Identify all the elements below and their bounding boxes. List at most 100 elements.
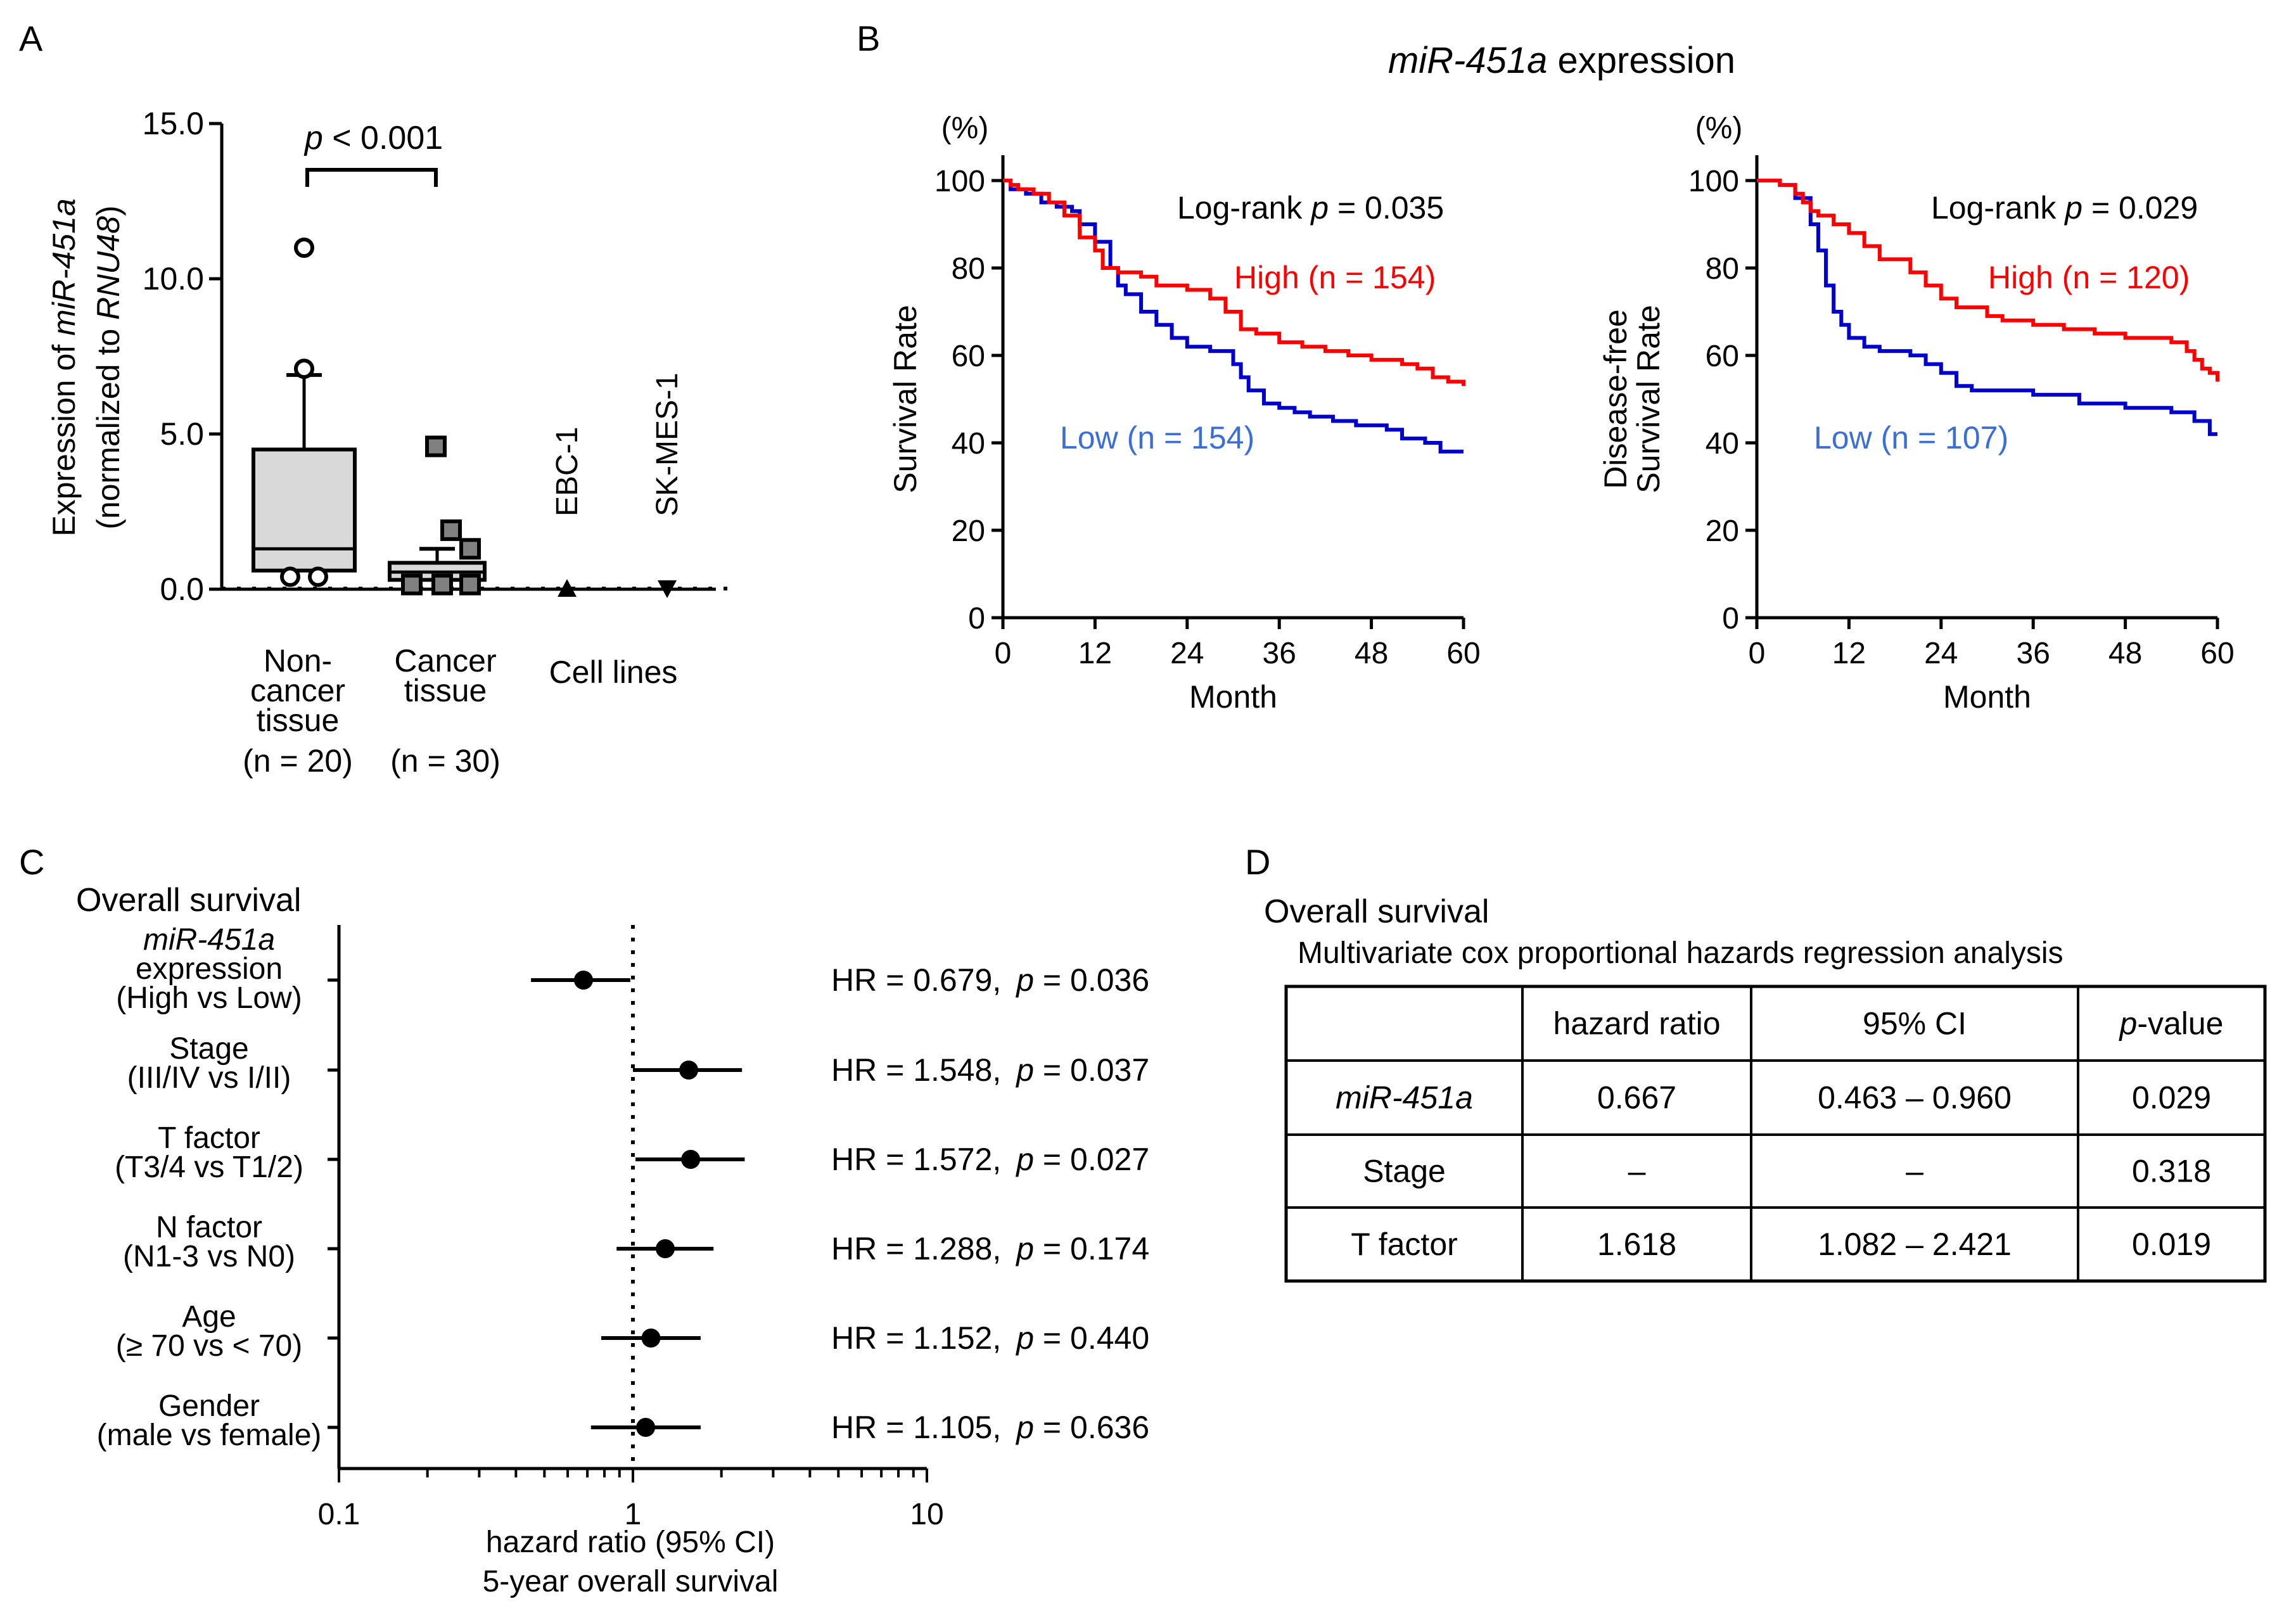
km-y-label: Survival Rate xyxy=(888,305,923,493)
km-high-label: High (n = 120) xyxy=(1988,260,2190,295)
forest-x-tick-label: 0.1 xyxy=(318,1498,360,1531)
panel-label-c: C xyxy=(19,842,44,882)
text-span: Log-rank xyxy=(1931,190,2065,226)
forest-row-label-line: (T3/4 vs T1/2) xyxy=(115,1151,303,1184)
text-span: = 0.035 xyxy=(1329,190,1444,226)
forest-row-label-line: N factor xyxy=(156,1211,262,1244)
panel-c-x-label-1: hazard ratio (95% CI) xyxy=(486,1526,775,1559)
text-span: p xyxy=(2063,190,2082,226)
table-cell-p: 0.029 xyxy=(2132,1080,2211,1116)
table-cell-p: 0.019 xyxy=(2132,1227,2211,1262)
km-y-tick-label: 20 xyxy=(952,514,985,548)
text-span: HR = xyxy=(831,1142,913,1177)
y-tick-label: 15.0 xyxy=(143,106,204,141)
km-y-label-line: Disease-free xyxy=(1598,309,1633,488)
text-span: p xyxy=(2119,1006,2138,1042)
outlier-point xyxy=(425,435,447,457)
km-x-tick-label: 60 xyxy=(2200,637,2234,670)
km-high-label: High (n = 154) xyxy=(1234,260,1436,295)
km-y-tick-label: 60 xyxy=(952,340,985,373)
panel-a-significance: p < 0.001 xyxy=(303,120,443,187)
text-span: HR = xyxy=(831,1231,913,1266)
forest-hr-text: HR = 1.105, p = 0.636 xyxy=(831,1410,1149,1445)
km-curve-low xyxy=(1757,179,2217,437)
km-plot-disease-free: (%) 0 20 40 60 80 100 0 12 24 36 48 60 Month Disease-f… xyxy=(1598,112,2235,715)
km-y-tick-label: 60 xyxy=(1706,340,1739,373)
km-x-tick-label: 12 xyxy=(1078,637,1112,670)
forest-row-label-line: (N1-3 vs N0) xyxy=(123,1240,295,1273)
km-x-label: Month xyxy=(1189,679,1277,715)
table-row-name: T factor xyxy=(1351,1227,1458,1262)
cox-table: hazard ratio 95% CI p-value miR-451a 0.667 0.… xyxy=(1284,985,2267,1283)
panel-a-cell-lines: EBC-1 SK-MES-1 xyxy=(551,373,684,598)
outlier-point xyxy=(431,573,453,596)
text-span: p xyxy=(1310,190,1329,226)
outlier-point xyxy=(308,566,328,587)
forest-row-label-line: expression xyxy=(136,952,283,986)
panel-a-cell-lines-label: Cell lines xyxy=(549,654,678,690)
text-span: 0.679, xyxy=(913,962,1001,998)
text-span: 1.152, xyxy=(913,1320,1001,1356)
km-y-label-line: Survival Rate xyxy=(1631,305,1666,493)
forest-hr-text: HR = 1.572, p = 0.027 xyxy=(831,1142,1149,1177)
cell-line-marker xyxy=(558,579,577,597)
text-span: HR = xyxy=(831,1410,913,1445)
km-x-tick-label: 36 xyxy=(2017,637,2050,670)
text-span: HR = xyxy=(831,1052,913,1088)
forest-point xyxy=(636,1418,656,1437)
km-x-tick-label: 48 xyxy=(1355,637,1388,670)
svg-text:p < 0.001: p < 0.001 xyxy=(303,120,443,156)
km-x-tick-label: 24 xyxy=(1170,637,1204,670)
forest-row-label-line: T factor xyxy=(158,1121,260,1155)
table-cell-hr: 1.618 xyxy=(1597,1227,1676,1262)
text-span: p xyxy=(1015,1142,1034,1177)
text-span: Log-rank xyxy=(1177,190,1311,226)
km-y-tick-label: 100 xyxy=(934,165,985,198)
table-header-hr: hazard ratio xyxy=(1553,1006,1720,1042)
km-y-tick-label: 20 xyxy=(1706,514,1739,548)
forest-point xyxy=(573,971,593,990)
cell-line-marker xyxy=(658,580,677,598)
outlier-point xyxy=(401,573,423,596)
outlier-point xyxy=(459,573,481,596)
outlier-point xyxy=(294,359,314,379)
panel-c-forest: Overall survival 0.1 1 10 miR-451aexpressio… xyxy=(76,882,1149,1598)
text-span: 1.288, xyxy=(913,1231,1001,1266)
text-span: 1.105, xyxy=(913,1410,1001,1445)
text-span: 1.572, xyxy=(913,1142,1001,1177)
text-span: p xyxy=(1015,1052,1034,1088)
box-iqr xyxy=(252,447,357,573)
forest-point xyxy=(641,1329,661,1348)
group-n-label: (n = 30) xyxy=(390,743,501,779)
km-curve-high xyxy=(1757,179,2219,382)
forest-point xyxy=(656,1239,675,1258)
forest-hr-text: HR = 1.548, p = 0.037 xyxy=(831,1052,1149,1088)
panel-b-km: miR-451a expression (%) 0 20 40 60 80 100 0 12 24… xyxy=(888,40,2235,715)
outlier-point xyxy=(280,566,300,587)
km-logrank-label: Log-rank p = 0.035 xyxy=(1177,190,1444,226)
text-span: HR = xyxy=(831,962,913,998)
km-y-tick-label: 40 xyxy=(1706,427,1739,461)
km-x-tick-label: 36 xyxy=(1263,637,1296,670)
panel-c-title: Overall survival xyxy=(76,882,301,919)
table-row-name: miR-451a xyxy=(1336,1080,1473,1116)
text-span: p xyxy=(1015,1231,1034,1266)
km-y-tick-label: 100 xyxy=(1688,165,1739,198)
forest-row-label-line: Gender xyxy=(158,1389,260,1423)
panel-label-d: D xyxy=(1245,842,1270,882)
text-span: = 0.636 xyxy=(1034,1410,1149,1445)
km-x-tick-label: 24 xyxy=(1924,637,1958,670)
forest-hr-text: HR = 0.679, p = 0.036 xyxy=(831,962,1149,998)
km-x-tick-label: 0 xyxy=(995,637,1012,670)
forest-row-label-line: (High vs Low) xyxy=(116,981,302,1015)
forest-point xyxy=(681,1150,701,1169)
text-span: = 0.029 xyxy=(2082,190,2198,226)
group-label-line: Non- xyxy=(264,643,332,679)
km-y-tick-label: 0 xyxy=(1722,602,1739,635)
km-curve-low xyxy=(1003,179,1464,454)
table-cell-p: 0.318 xyxy=(2132,1154,2211,1189)
table-row-name: Stage xyxy=(1363,1154,1446,1189)
